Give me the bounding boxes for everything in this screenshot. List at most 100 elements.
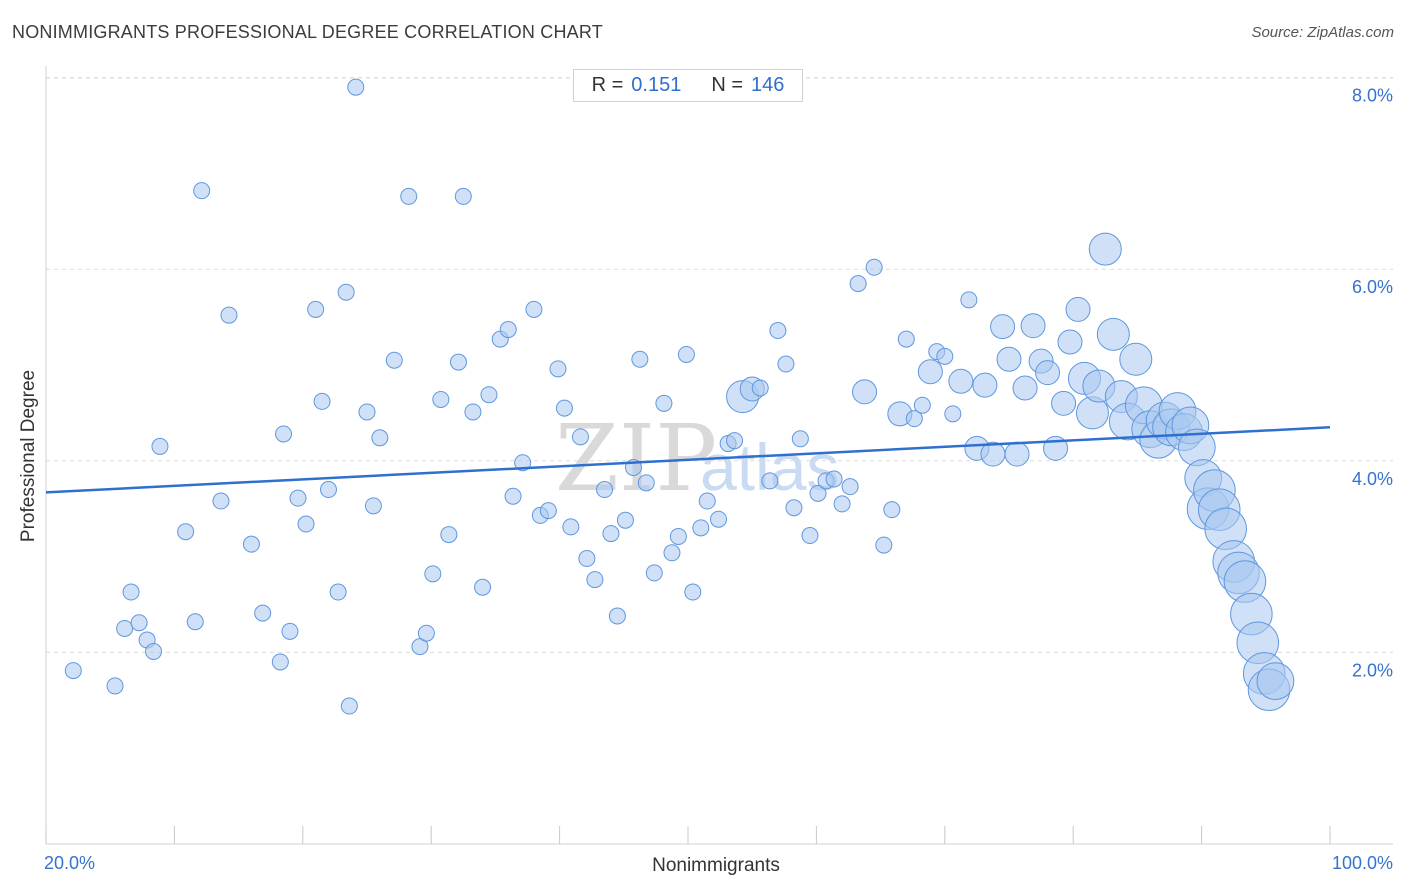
data-point [578,550,596,568]
data-point [960,291,978,309]
data-point [637,474,655,492]
data-point [417,624,435,642]
data-point [385,351,403,369]
data-point [751,379,769,397]
data-point [1256,662,1295,701]
data-point [297,515,315,533]
data-point [347,78,365,96]
data-point [698,492,716,510]
data-point [449,353,467,371]
data-point [616,511,634,529]
data-point [865,258,883,276]
data-point [514,454,532,472]
data-point [1012,375,1038,401]
data-point [151,437,169,455]
data-point [1119,342,1153,376]
data-point [289,489,307,507]
data-point [905,410,923,428]
data-point [130,614,148,632]
data-point [849,275,867,293]
data-point [400,187,418,205]
data-point [990,314,1016,340]
y-axis-label: Professional Degree [18,370,39,542]
data-point [809,484,827,502]
r-label: R = [591,74,624,96]
data-point [645,564,663,582]
r-value: 0.151 [631,74,682,96]
data-point [852,379,878,405]
data-point [358,403,376,421]
tick-labels: 2.0% 4.0% 6.0% 8.0% 20.0% 100.0% [44,86,1393,873]
data-point [424,565,442,583]
data-point [944,405,962,423]
data-point [684,583,702,601]
y-tick-label: 2.0% [1352,660,1393,680]
data-point [106,677,124,695]
data-point [571,428,589,446]
data-point [319,481,337,499]
data-point [913,396,931,414]
data-point [1096,317,1130,351]
data-point [525,300,543,318]
y-tick-label: 8.0% [1352,86,1393,106]
data-point [996,346,1022,372]
data-point [1035,360,1061,386]
data-point [454,187,472,205]
data-point [116,619,134,637]
data-point [833,495,851,513]
data-point [586,571,604,589]
data-point [474,578,492,596]
data-point [186,613,204,631]
data-point [663,544,681,562]
data-point [271,653,289,671]
data-point [364,497,382,515]
data-point [801,527,819,545]
data-point [555,399,573,417]
data-point [972,372,998,398]
data-point [875,536,893,554]
data-point [677,345,695,363]
data-point [281,622,299,640]
data-point [340,697,358,715]
data-point [337,283,355,301]
data-point [841,478,859,496]
x-tick-label-max: 100.0% [1332,853,1393,873]
gridlines [46,77,1393,653]
data-point [464,403,482,421]
data-point [254,604,272,622]
x-axis-label: Nonimmigrants [652,855,780,876]
data-point [785,499,803,517]
data-point [549,360,567,378]
data-point [655,394,673,412]
data-point [307,300,325,318]
y-tick-label: 6.0% [1352,277,1393,297]
trend-line-path [45,426,1331,494]
data-point [608,607,626,625]
data-point [883,501,901,519]
data-point [220,306,238,324]
data-point [1088,232,1122,266]
axes [45,66,1393,845]
data-point [709,510,727,528]
data-point [602,525,620,543]
data-point [499,321,517,339]
data-point [1057,329,1083,355]
data-point [371,429,389,447]
data-point [432,390,450,408]
data-point [440,526,458,544]
data-point [177,523,195,541]
y-tick-label: 4.0% [1352,469,1393,489]
data-point [539,502,557,520]
data-point [212,492,230,510]
source-credit: Source: ZipAtlas.com [1251,24,1394,41]
data-point [596,481,614,499]
trend-line [45,426,1331,494]
data-point [769,322,787,340]
correlation-stats-box: R = 0.151 N = 146 [573,69,803,102]
data-point [825,470,843,488]
data-point [122,583,140,601]
data-point [669,527,687,545]
n-value: 146 [751,74,785,96]
data-point [1051,390,1077,416]
